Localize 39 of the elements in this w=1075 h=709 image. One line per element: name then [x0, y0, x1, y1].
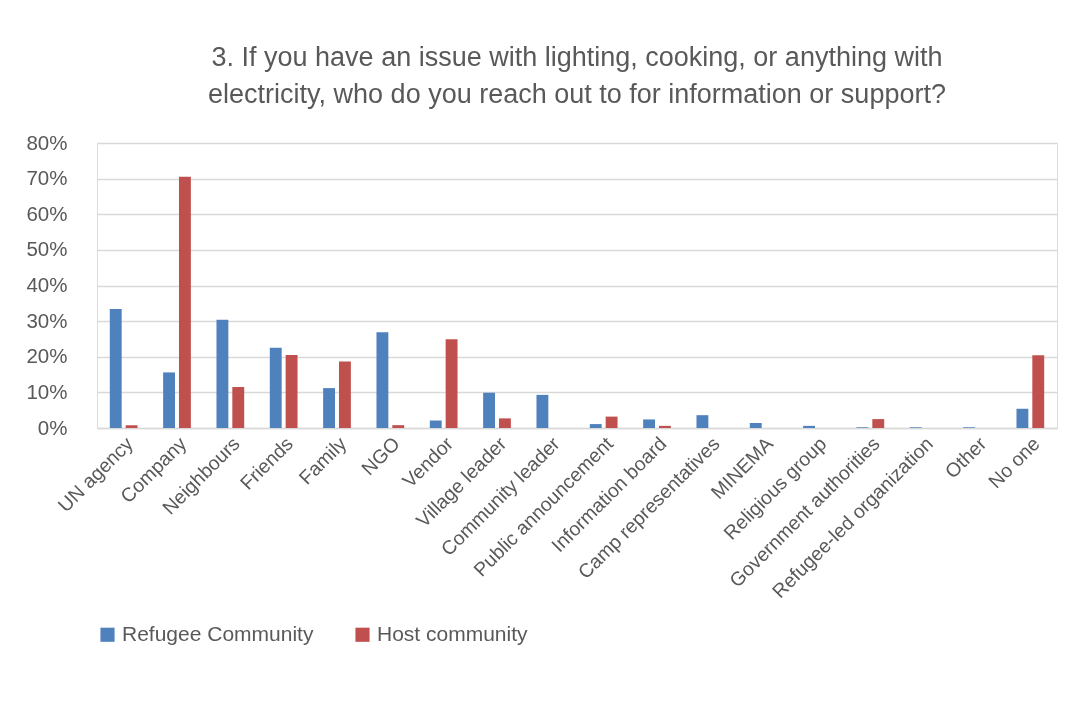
legend-label: Refugee Community: [122, 621, 314, 645]
y-tick-label: 70%: [26, 166, 68, 190]
y-tick-label: 10%: [26, 379, 68, 403]
bar: [429, 420, 442, 428]
bar: [392, 425, 405, 428]
bar: [749, 423, 762, 428]
chart-title: 3. If you have an issue with lighting, cooking, or anything with electricity, who do you reach out to for information or support?: [208, 42, 946, 109]
y-tick-label: 80%: [26, 130, 68, 154]
y-tick-label: 50%: [26, 237, 68, 261]
bar: [536, 394, 549, 428]
bar: [696, 415, 709, 428]
bar: [376, 332, 389, 428]
y-tick-label: 60%: [26, 201, 68, 225]
bar: [589, 424, 602, 428]
bar: [498, 418, 511, 428]
bar: [483, 392, 496, 428]
bar: [232, 387, 245, 428]
bar: [1032, 355, 1045, 428]
bar: [323, 388, 336, 428]
bar: [269, 347, 282, 428]
bar: [803, 425, 816, 428]
bar: [872, 419, 885, 428]
bar: [605, 416, 618, 428]
y-tick-label: 30%: [26, 308, 68, 332]
bar: [109, 309, 122, 428]
y-tick-label: 20%: [26, 344, 68, 368]
bar: [658, 425, 671, 428]
bar: [643, 419, 656, 428]
bar: [125, 425, 138, 428]
bar: [163, 372, 176, 428]
bar: [178, 176, 191, 428]
bar: [445, 339, 458, 428]
bar: [216, 319, 229, 428]
bar: [285, 354, 298, 428]
y-tick-label: 40%: [26, 273, 68, 296]
legend-label: Host community: [377, 621, 529, 645]
y-tick-label: 0%: [37, 415, 68, 439]
bar: [1016, 408, 1029, 428]
bar: [338, 361, 351, 428]
